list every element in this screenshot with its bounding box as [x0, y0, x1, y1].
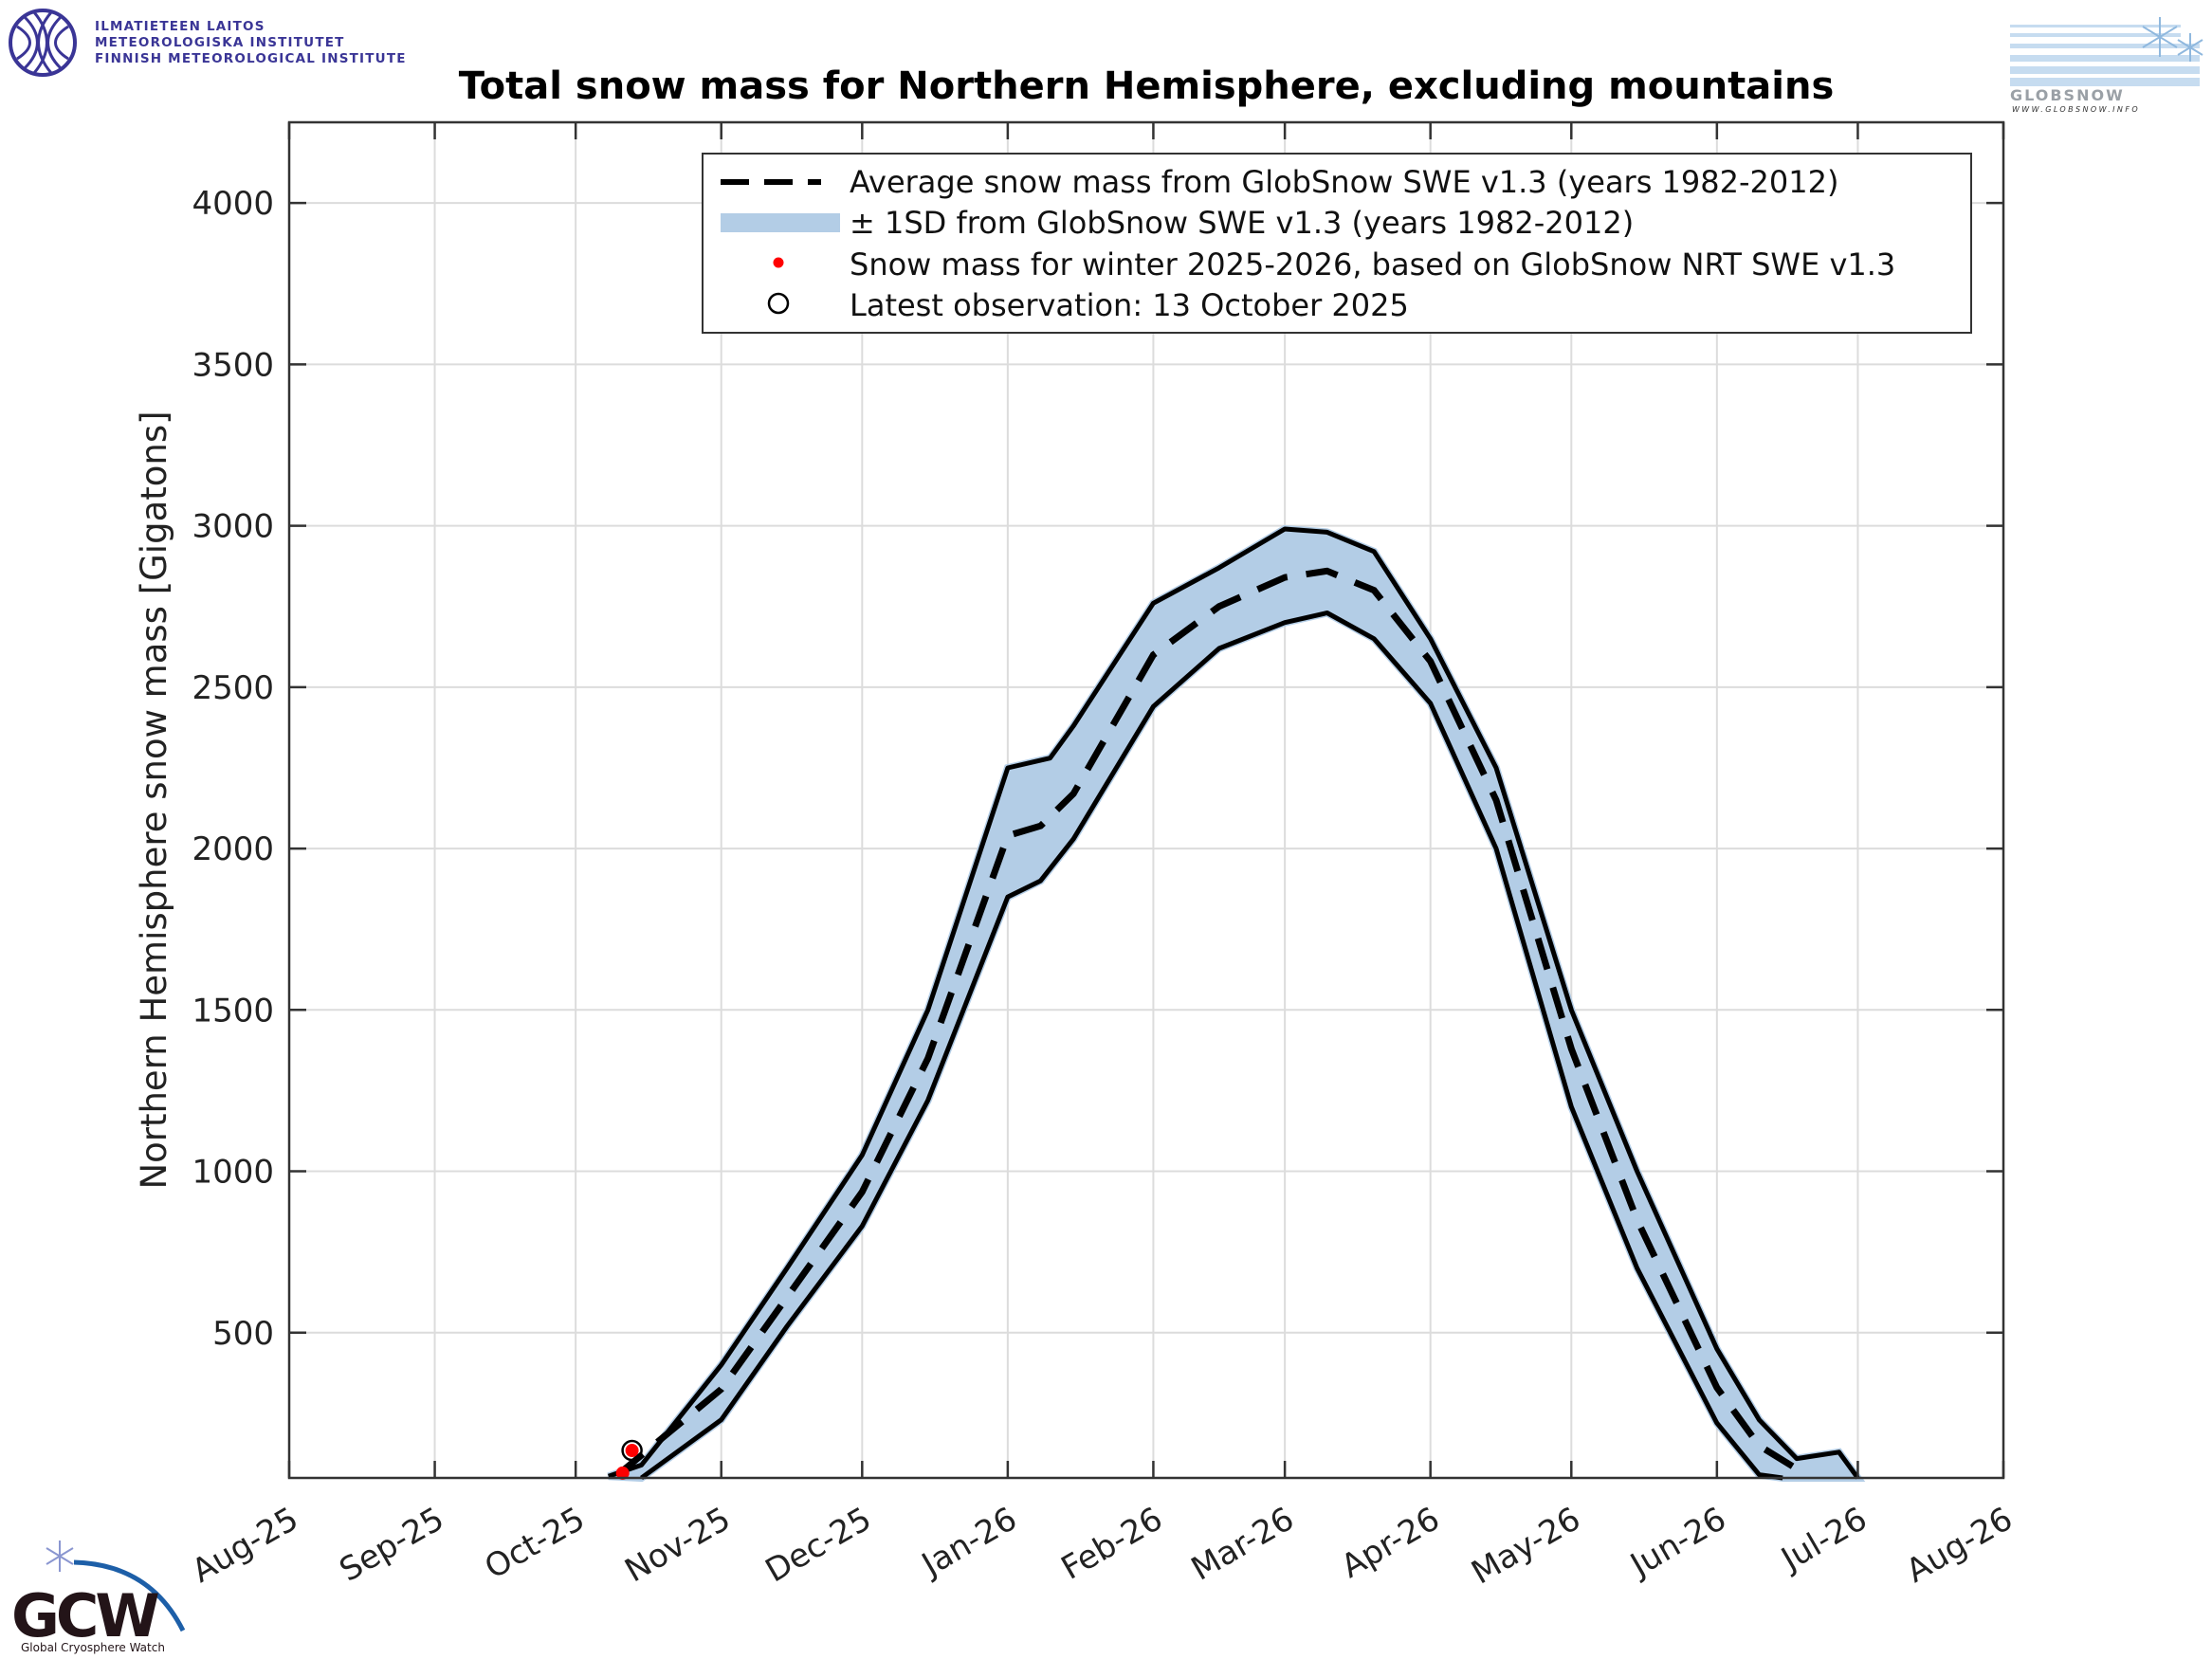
x-tick-label: Sep-25	[333, 1500, 450, 1589]
x-tick-label: Mar-26	[1185, 1500, 1301, 1588]
y-tick-label: 1500	[192, 992, 274, 1030]
latest-observation-marker	[621, 1439, 643, 1462]
axes: Aug-25 Sep-25 Oct-25 Nov-25 Dec-25 Jan-26 Feb-…	[186, 120, 2020, 1592]
observation-point	[625, 1444, 639, 1458]
gcw-logo: GCW Global Cryosphere Watch	[11, 1540, 186, 1654]
grid	[288, 122, 2004, 1478]
fmi-name-swedish: METEOROLOGISKA INSTITUTET	[95, 34, 345, 50]
y-tick-label: 1000	[192, 1154, 274, 1192]
legend-observation-swatch	[773, 257, 784, 268]
legend-box	[702, 153, 1972, 334]
plot-area	[607, 524, 1866, 1483]
globsnow-wordmark: GLOBSNOW	[2010, 86, 2125, 104]
legend-entry: Snow mass for winter 2025-2026, based on…	[850, 246, 1895, 283]
globsnow-url: WWW.GLOBSNOW.INFO	[2012, 105, 2140, 114]
y-tick-label: 2500	[192, 669, 274, 707]
x-tick-label: Aug-26	[1900, 1500, 2020, 1591]
legend-band-swatch	[721, 213, 840, 232]
globsnow-logo: GLOBSNOW WWW.GLOBSNOW.INFO	[2010, 17, 2203, 114]
fmi-name-finnish: ILMATIETEEN LAITOS	[95, 18, 265, 34]
y-tick-label: 2000	[192, 830, 274, 868]
lower-sd-line	[640, 611, 1783, 1481]
y-axis-label: Northern Hemisphere snow mass [Gigatons]	[134, 410, 174, 1189]
x-tick-label: Apr-26	[1335, 1500, 1446, 1586]
legend-entry: Latest observation: 13 October 2025	[850, 287, 1409, 323]
snowflake-icon	[2142, 17, 2203, 62]
upper-sd-line	[607, 526, 1860, 1480]
y-tick-label: 3000	[192, 508, 274, 546]
x-tick-label: Jan-26	[914, 1500, 1023, 1585]
x-tick-label: May-26	[1465, 1500, 1586, 1592]
snowflake-icon	[46, 1540, 74, 1572]
fmi-name-english: FINNISH METEOROLOGICAL INSTITUTE	[95, 50, 407, 66]
legend: Average snow mass from GlobSnow SWE v1.3…	[702, 153, 1972, 334]
y-tick-label: 3500	[192, 346, 274, 384]
observation-point	[615, 1466, 630, 1480]
legend-entry: Average snow mass from GlobSnow SWE v1.3…	[850, 164, 1838, 200]
x-tick-label: Dec-25	[759, 1500, 878, 1590]
x-tick-label: Jul-26	[1774, 1500, 1874, 1579]
legend-entry: ± 1SD from GlobSnow SWE v1.3 (years 1982…	[850, 205, 1634, 241]
x-tick-label: Nov-25	[618, 1500, 737, 1590]
gcw-name: Global Cryosphere Watch	[21, 1641, 165, 1654]
x-tick-label: Aug-25	[186, 1500, 305, 1591]
axes-frame	[287, 120, 2005, 1480]
x-tick-label: Jun-26	[1622, 1500, 1732, 1585]
mean-line	[615, 567, 1808, 1478]
x-tick-label: Feb-26	[1055, 1500, 1169, 1588]
x-tick-label: Oct-25	[479, 1500, 592, 1587]
y-tick-label: 4000	[192, 185, 274, 223]
fmi-emblem-icon	[9, 9, 77, 77]
chart-title: Total snow mass for Northern Hemisphere,…	[459, 64, 1835, 108]
fmi-logo: ILMATIETEEN LAITOS METEOROLOGISKA INSTIT…	[8, 8, 407, 78]
legend-latest-swatch	[767, 292, 790, 315]
y-tick-label: 500	[212, 1315, 274, 1353]
gcw-letters: GCW	[11, 1581, 158, 1650]
